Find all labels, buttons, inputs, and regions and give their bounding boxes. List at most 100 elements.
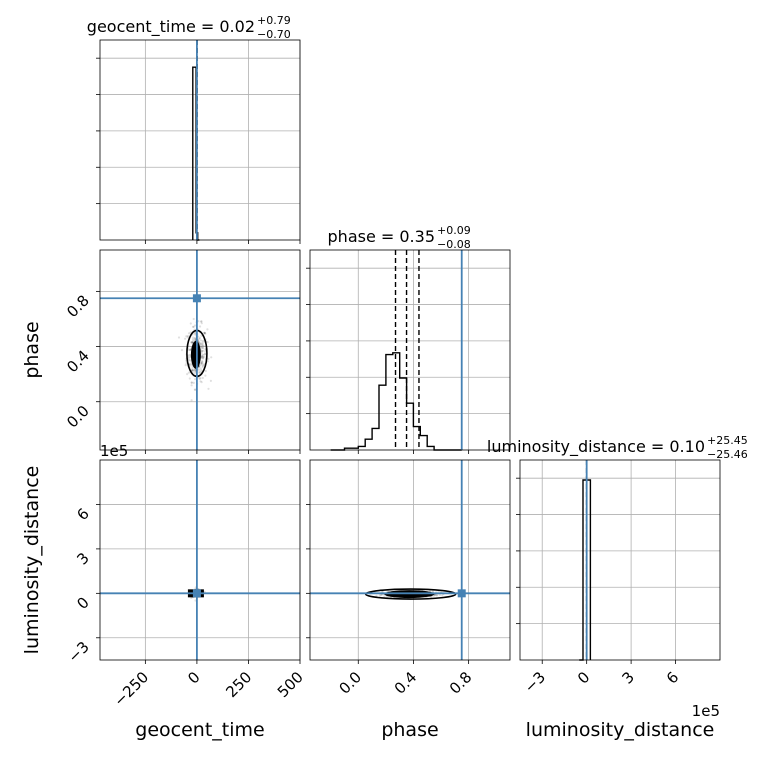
scatter-phase-geocent-point [190, 399, 193, 402]
scatter-phase-geocent-point [203, 353, 206, 356]
scatter-phase-geocent-point [204, 352, 207, 355]
scatter-phase-geocent-point [204, 374, 207, 377]
scatter-phase-geocent-point [187, 356, 190, 359]
scatter-phase-geocent-point [203, 331, 206, 334]
scatter-phase-geocent-point [184, 364, 187, 367]
scatter-phase-geocent-point [197, 337, 201, 340]
xaxis-label-phase: phase [381, 719, 438, 741]
scatter-phase-geocent-point [206, 360, 209, 363]
scatter-phase-geocent-point [206, 328, 209, 331]
truth-marker-phase-geocent_time [192, 294, 201, 303]
scatter-phase-geocent-point [191, 341, 194, 344]
scatter-phase-geocent-point [189, 322, 192, 325]
scatter-phase-geocent-point [190, 384, 193, 387]
scatter-phase-geocent-point [204, 332, 207, 335]
scatter-lumdist-phase-point [383, 595, 386, 598]
scatter-phase-geocent-point [187, 332, 191, 335]
scatter-phase-geocent-point [201, 344, 204, 347]
scatter-lumdist-phase-point [431, 590, 434, 593]
scatter-phase-geocent-point [197, 340, 200, 343]
scatter-lumdist-phase-point [430, 595, 433, 598]
ytick-label-luminosity_distance-1: 0 [73, 593, 92, 612]
xtick-label-phase-2: 0.8 [446, 668, 476, 698]
scatter-lumdist-phase-point [441, 594, 444, 597]
panel-frame-phase-geocent_time [99, 249, 301, 451]
scatter-phase-geocent-point [193, 369, 196, 372]
scatter-phase-geocent-point [192, 368, 195, 371]
scatter-phase-geocent-point [186, 373, 189, 376]
scatter-phase-geocent-point [201, 349, 204, 352]
scatter-phase-geocent-point [201, 361, 204, 364]
scatter-phase-geocent-point [201, 364, 204, 367]
truth-marker-luminosity_distance-phase [457, 589, 466, 598]
scatter-phase-geocent-point [199, 367, 202, 370]
scatter-phase-geocent-point [193, 388, 196, 391]
scatter-phase-geocent-point [200, 354, 204, 357]
title-lower-geocent_time: −0.70 [257, 28, 291, 41]
scatter-phase-geocent-point [180, 349, 184, 352]
offset-text-x-lumdist: 1e5 [692, 702, 720, 720]
scatter-phase-geocent-point [199, 345, 202, 348]
scatter-phase-geocent-point [207, 387, 210, 390]
truth-marker-luminosity_distance-geocent_time [192, 589, 201, 598]
scatter-phase-geocent-point [192, 317, 195, 321]
ytick-label-luminosity_distance-0: −3 [64, 638, 92, 666]
scatter-phase-geocent-point [194, 337, 197, 340]
scatter-phase-geocent-point [200, 344, 204, 347]
scatter-phase-geocent-point [188, 353, 191, 357]
scatter-phase-geocent-point [192, 369, 195, 372]
title-upper-phase: +0.09 [437, 224, 471, 237]
scatter-phase-geocent-point [201, 346, 204, 349]
xaxis-label-geocent_time: geocent_time [135, 719, 264, 741]
scatter-phase-geocent-point [204, 369, 207, 373]
scatter-phase-geocent-point [191, 369, 194, 372]
panel-frame-phase-phase [309, 249, 511, 451]
scatter-phase-geocent-point [190, 381, 193, 384]
scatter-lumdist-phase-point [439, 593, 442, 597]
scatter-phase-geocent-point [200, 320, 203, 323]
xtick-label-luminosity_distance-0: −3 [521, 668, 549, 696]
scatter-lumdist-phase-point [375, 594, 378, 597]
scatter-phase-geocent-point [200, 381, 203, 384]
scatter-phase-geocent-point [201, 349, 205, 352]
yaxis-label-phase: phase [21, 321, 43, 378]
scatter-phase-geocent-point [199, 339, 202, 342]
scatter-phase-geocent-point [200, 320, 203, 323]
scatter-lumdist-phase-point [386, 590, 389, 593]
scatter-phase-geocent-point [201, 362, 204, 365]
scatter-phase-geocent-point [204, 350, 207, 353]
ytick-label-phase-2: 0.8 [63, 291, 93, 321]
scatter-phase-geocent-point [193, 336, 197, 340]
scatter-phase-geocent-point [190, 381, 193, 384]
scatter-phase-geocent-point [202, 344, 205, 347]
title-luminosity_distance: luminosity_distance = 0.10 [487, 437, 705, 457]
scatter-phase-geocent-point [188, 377, 191, 380]
scatter-phase-geocent-point [200, 369, 203, 372]
scatter-phase-geocent-point [199, 377, 202, 380]
scatter-phase-geocent-point [191, 338, 195, 341]
scatter-phase-geocent-point [200, 355, 203, 358]
scatter-phase-geocent-point [194, 378, 197, 381]
histogram-phase [330, 352, 462, 451]
scatter-lumdist-geocent-point [190, 596, 193, 600]
scatter-phase-geocent-point [193, 324, 197, 327]
scatter-phase-geocent-point [189, 362, 193, 365]
title-geocent_time: geocent_time = 0.02 [87, 17, 255, 37]
ytick-label-phase-1: 0.4 [63, 347, 93, 377]
title-upper-luminosity_distance: +25.45 [707, 434, 748, 447]
scatter-phase-geocent-point [199, 341, 202, 345]
scatter-phase-geocent-point [202, 355, 205, 358]
scatter-phase-geocent-point [200, 352, 203, 355]
scatter-phase-geocent-point [200, 361, 203, 364]
scatter-phase-geocent-point [188, 348, 191, 352]
scatter-phase-geocent-point [193, 371, 196, 375]
ytick-label-luminosity_distance-3: 6 [73, 505, 92, 524]
scatter-phase-geocent-point [198, 377, 201, 380]
scatter-phase-geocent-point [202, 356, 205, 359]
title-phase: phase = 0.35 [328, 227, 435, 246]
scatter-phase-geocent-point [200, 360, 203, 363]
scatter-phase-geocent-point [192, 339, 195, 342]
scatter-phase-geocent-point [200, 322, 203, 325]
scatter-phase-geocent-point [190, 363, 193, 366]
scatter-phase-geocent-point [184, 337, 187, 340]
